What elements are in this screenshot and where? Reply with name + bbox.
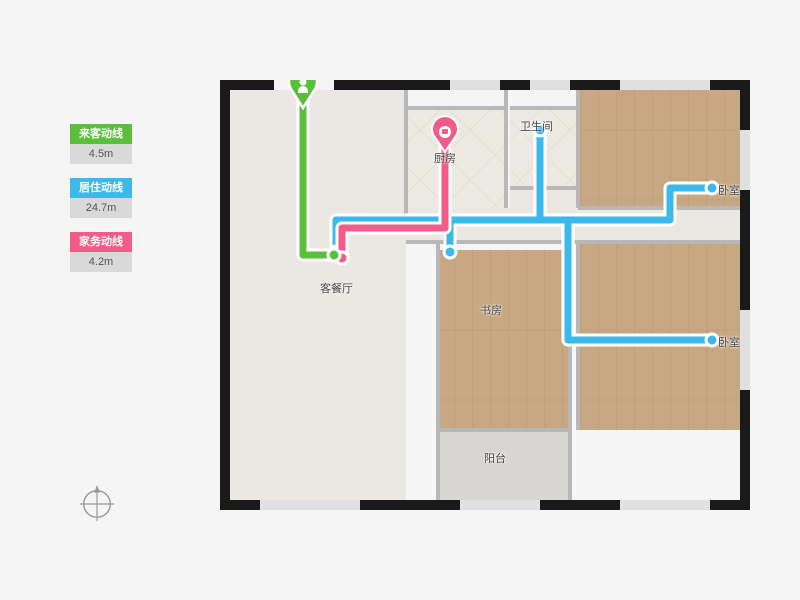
legend: 来客动线 4.5m 居住动线 24.7m 家务动线 4.2m — [70, 124, 132, 286]
legend-value: 4.5m — [70, 144, 132, 164]
label-study: 书房 — [480, 302, 502, 318]
legend-item-housework: 家务动线 4.2m — [70, 232, 132, 272]
legend-label: 来客动线 — [70, 124, 132, 144]
floorplan: 客餐厅 厨房 卫生间 卧室 书房 卧室 阳台 — [220, 80, 750, 510]
legend-label: 居住动线 — [70, 178, 132, 198]
legend-label: 家务动线 — [70, 232, 132, 252]
compass-icon — [78, 485, 116, 523]
legend-item-living: 居住动线 24.7m — [70, 178, 132, 218]
room-study — [438, 250, 568, 430]
room-balcony — [438, 432, 568, 500]
label-balcony: 阳台 — [484, 450, 506, 466]
label-bed1: 卧室 — [718, 182, 740, 198]
floorplan-svg — [220, 80, 750, 510]
label-bed2: 卧室 — [718, 334, 740, 350]
label-living: 客餐厅 — [320, 280, 353, 296]
legend-value: 4.2m — [70, 252, 132, 272]
legend-value: 24.7m — [70, 198, 132, 218]
legend-item-guest: 来客动线 4.5m — [70, 124, 132, 164]
label-bath: 卫生间 — [520, 118, 553, 134]
room-living — [230, 90, 406, 500]
label-kitchen: 厨房 — [434, 150, 456, 166]
